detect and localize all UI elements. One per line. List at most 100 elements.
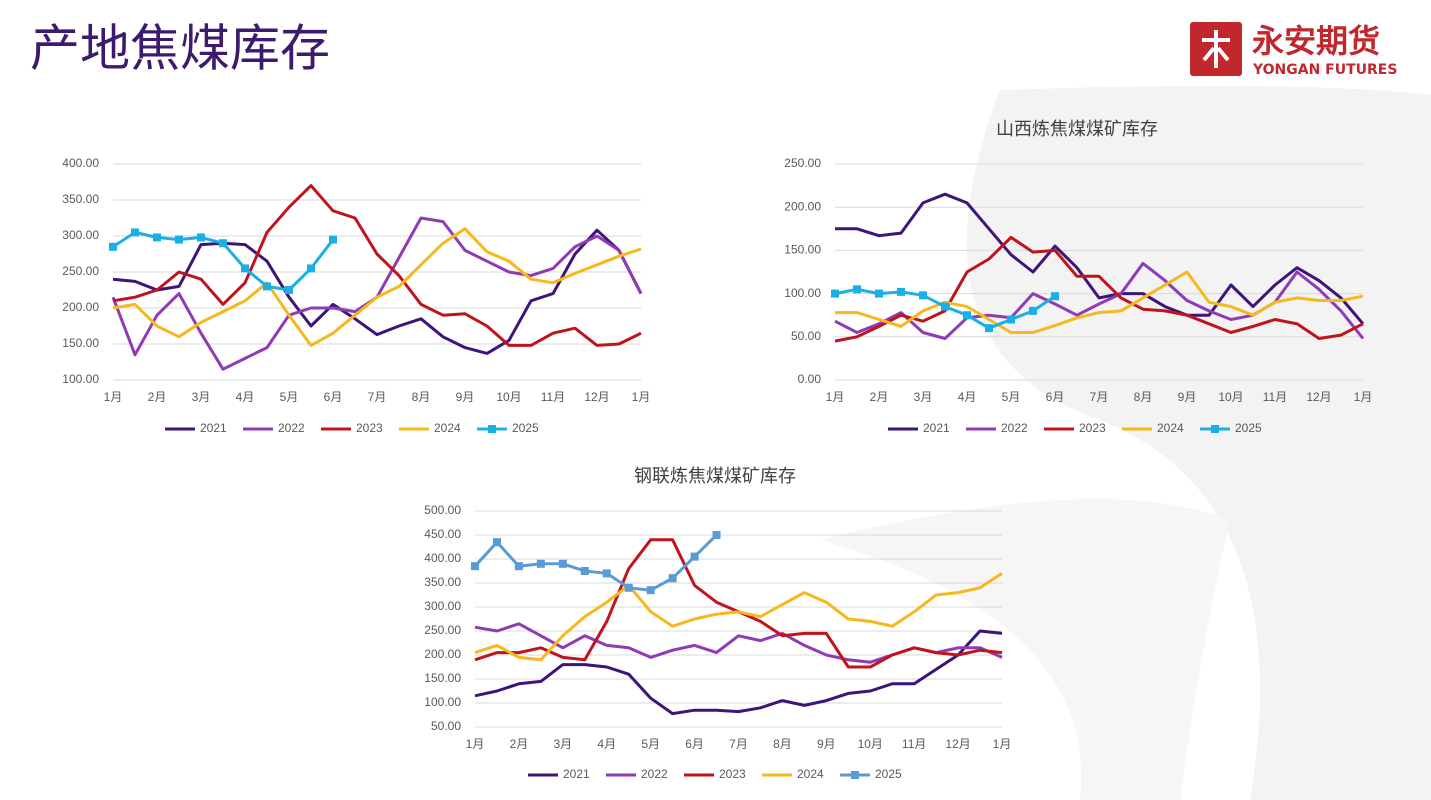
- background-swoosh: [820, 499, 1230, 800]
- x-tick-label: 4月: [236, 390, 255, 404]
- x-tick-label: 3月: [914, 390, 933, 404]
- series-marker: [646, 586, 655, 595]
- series-marker: [712, 531, 721, 539]
- x-tick-label: 6月: [324, 390, 343, 404]
- series-marker: [285, 286, 293, 294]
- y-tick-label: 200.00: [784, 199, 821, 213]
- x-tick-label: 2月: [870, 390, 889, 404]
- series-marker: [1029, 306, 1037, 315]
- x-tick-label: 8月: [1134, 390, 1153, 404]
- legend-label: 2022: [278, 421, 305, 435]
- series-marker: [602, 569, 611, 578]
- y-tick-label: 50.00: [431, 719, 461, 733]
- x-tick-label: 2月: [510, 737, 529, 751]
- series-marker: [831, 289, 839, 298]
- background-swoosh: [966, 86, 1431, 800]
- series-marker: [941, 302, 949, 311]
- series-line: [835, 270, 1364, 334]
- x-tick-label: 1月: [993, 737, 1012, 751]
- series-marker: [131, 228, 139, 237]
- series-marker: [492, 538, 501, 547]
- x-tick-label: 4月: [958, 390, 977, 404]
- logo-subtext: YONGAN FUTURES: [1252, 62, 1397, 78]
- y-tick-label: 400.00: [62, 156, 99, 170]
- legend-label: 2024: [797, 767, 824, 781]
- series-line: [835, 192, 1365, 325]
- y-tick-label: 450.00: [424, 527, 461, 541]
- series-marker: [897, 287, 905, 296]
- x-tick-label: 1月: [466, 737, 485, 751]
- y-tick-label: 250.00: [424, 623, 461, 637]
- x-tick-label: 2月: [148, 390, 167, 404]
- y-tick-label: 0.00: [798, 372, 822, 386]
- y-tick-label: 50.00: [791, 329, 821, 343]
- series-marker: [307, 264, 315, 273]
- y-tick-label: 200.00: [424, 647, 461, 661]
- legend-marker: [1211, 425, 1219, 433]
- x-tick-label: 1月: [826, 390, 845, 404]
- chart-title: 山西炼焦煤煤矿库存: [996, 119, 1158, 140]
- series-line: [112, 184, 642, 347]
- y-tick-label: 350.00: [62, 192, 99, 206]
- x-tick-label: 4月: [597, 737, 616, 751]
- series-line: [112, 227, 642, 347]
- legend-label: 2024: [1157, 421, 1184, 435]
- x-tick-label: 10月: [496, 390, 521, 404]
- series-marker: [985, 324, 993, 333]
- series-line: [112, 228, 643, 355]
- legend-label: 2021: [563, 767, 590, 781]
- series-marker: [263, 282, 271, 291]
- series-marker: [624, 583, 633, 592]
- x-tick-label: 5月: [280, 390, 299, 404]
- series-marker: [471, 562, 479, 571]
- series-line: [474, 629, 1003, 716]
- y-tick-label: 500.00: [424, 503, 461, 517]
- legend-label: 2023: [719, 767, 746, 781]
- x-tick-label: 10月: [858, 737, 883, 751]
- series-line: [473, 533, 718, 592]
- x-tick-label: 9月: [456, 390, 475, 404]
- x-tick-label: 8月: [773, 737, 792, 751]
- legend-label: 2021: [923, 421, 950, 435]
- series-marker: [514, 562, 523, 571]
- x-tick-label: 12月: [945, 737, 970, 751]
- series-marker: [109, 242, 117, 251]
- y-tick-label: 150.00: [62, 336, 99, 350]
- legend-label: 2023: [1079, 421, 1106, 435]
- series-line: [834, 235, 1364, 343]
- series-line: [474, 572, 1003, 662]
- x-tick-label: 12月: [1306, 390, 1331, 404]
- series-marker: [1051, 292, 1059, 301]
- x-tick-label: 5月: [641, 737, 660, 751]
- x-tick-label: 5月: [1002, 390, 1021, 404]
- y-tick-label: 150.00: [424, 671, 461, 685]
- x-tick-label: 1月: [632, 390, 651, 404]
- logo-text: 永安期货: [1252, 22, 1380, 60]
- x-tick-label: 9月: [1178, 390, 1197, 404]
- series-line: [111, 216, 643, 371]
- legend-label: 2021: [200, 421, 227, 435]
- x-tick-label: 11月: [902, 737, 926, 751]
- legend-label: 2022: [1001, 421, 1028, 435]
- series-marker: [558, 559, 567, 568]
- series-marker: [175, 235, 183, 244]
- legend-label: 2025: [1235, 421, 1262, 435]
- y-tick-label: 400.00: [424, 551, 461, 565]
- legend-marker: [488, 425, 496, 433]
- legend-label: 2023: [356, 421, 383, 435]
- series-marker: [329, 235, 337, 244]
- x-tick-label: 6月: [685, 737, 704, 751]
- series-marker: [153, 233, 161, 242]
- x-tick-label: 1月: [1354, 390, 1373, 404]
- y-tick-label: 150.00: [784, 243, 821, 257]
- chart-title: 钢联炼焦煤煤矿库存: [634, 466, 796, 487]
- x-tick-label: 7月: [368, 390, 387, 404]
- page-title: 产地焦煤库存: [30, 20, 330, 78]
- series-marker: [963, 311, 971, 320]
- y-tick-label: 250.00: [784, 156, 821, 170]
- y-tick-label: 350.00: [424, 575, 461, 589]
- y-tick-label: 300.00: [424, 599, 461, 613]
- legend-label: 2022: [641, 767, 668, 781]
- legend-label: 2025: [875, 767, 902, 781]
